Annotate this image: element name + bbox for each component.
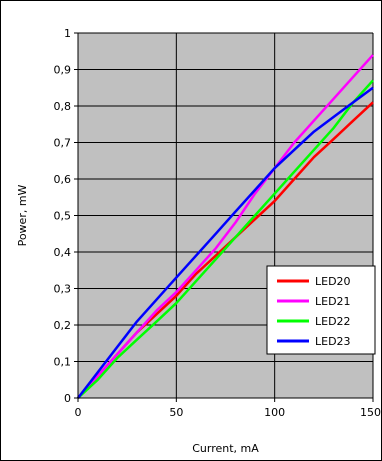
x-axis-title: Current, mA [192,442,259,455]
y-tick-label: 1 [64,27,71,40]
y-tick-label: 0,5 [54,210,72,223]
y-tick-label: 0,4 [54,246,72,259]
legend-items: LED20 LED21 LED22 LED23 [277,275,351,348]
series-line-led21 [77,54,374,399]
y-tick-label: 0,7 [54,137,72,150]
series-lines [77,54,374,399]
y-axis-title: Power, mW [16,184,29,246]
y-tick-label: 0,3 [54,283,72,296]
y-tick-label: 0,1 [54,356,72,369]
legend-label-led20: LED20 [315,275,351,288]
y-tick-label: 0,8 [54,100,72,113]
axes [74,32,374,402]
legend: LED20 LED21 LED22 LED23 [266,265,376,355]
y-tick-label: 0 [64,392,71,405]
y-tick-label: 0,6 [54,173,72,186]
y-tick-label: 0,9 [54,64,72,77]
x-tick-label: 0 [75,406,82,419]
y-tick-label: 0,2 [54,319,72,332]
legend-label-led21: LED21 [315,295,351,308]
x-tick-label: 150 [360,406,381,419]
x-tick-labels: 0 50 100 150 [75,406,382,419]
legend-label-led22: LED22 [315,315,351,328]
x-tick-label: 100 [264,406,285,419]
x-tick-label: 50 [169,406,183,419]
y-tick-labels: 0 0,1 0,2 0,3 0,4 0,5 0,6 0,7 0,8 0,9 1 [54,27,72,405]
legend-label-led23: LED23 [315,335,351,348]
series-line-led22 [77,79,374,399]
series-line-led23 [77,86,374,399]
